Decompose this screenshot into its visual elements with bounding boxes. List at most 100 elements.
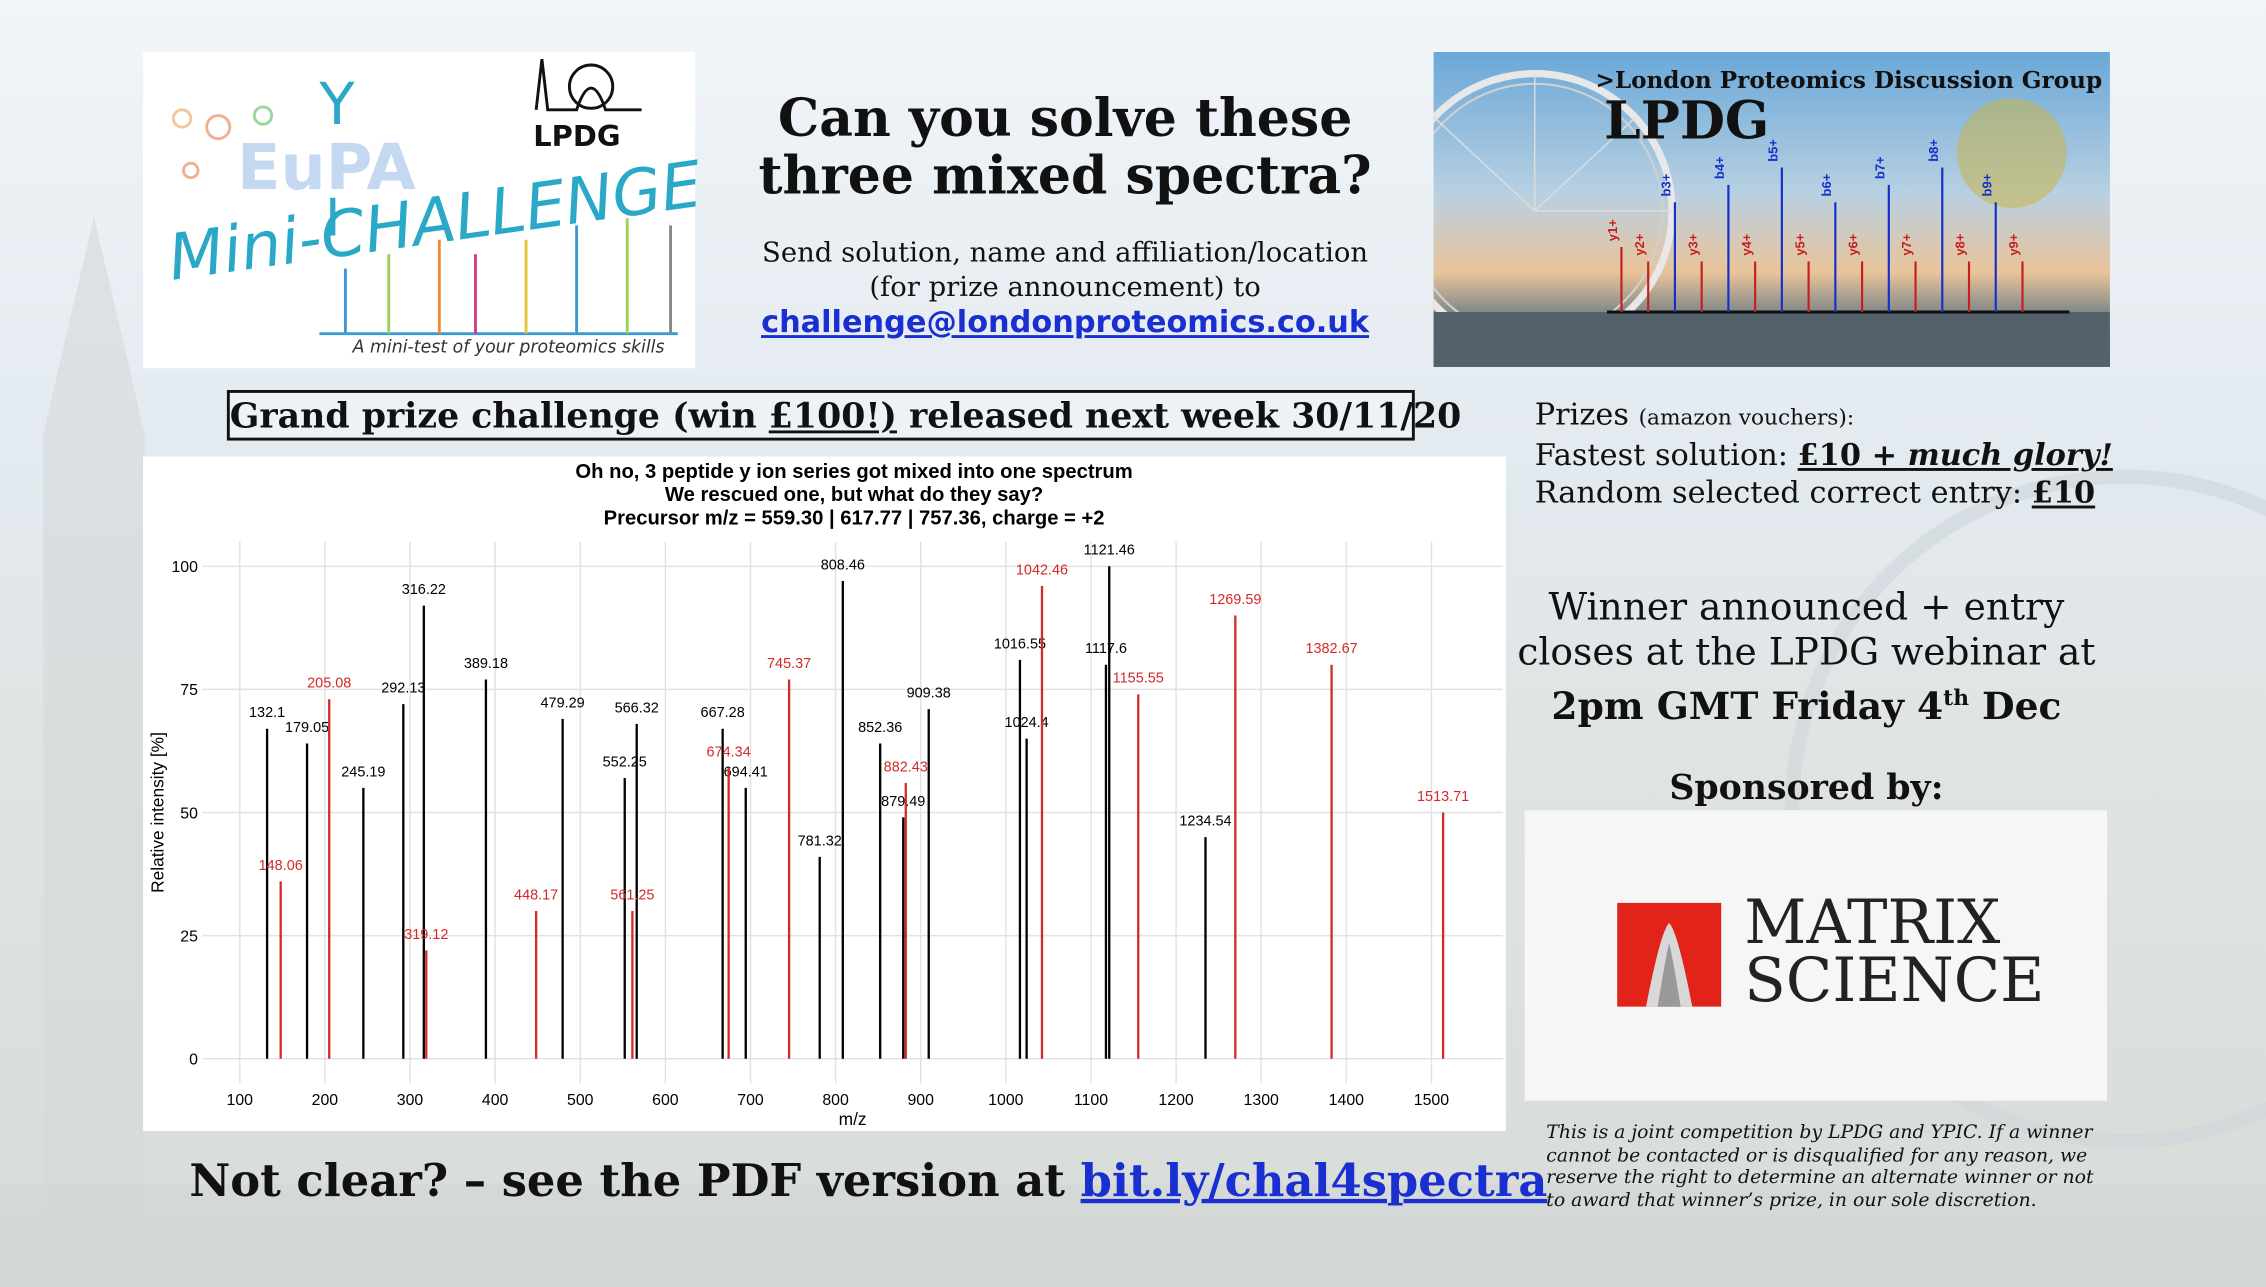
peak-label: 1382.67 bbox=[1305, 641, 1357, 657]
line: Winner announced + entry bbox=[1548, 586, 2065, 630]
lpdg-mark: LPDG bbox=[533, 118, 621, 154]
headline: Can you solve these three mixed spectra? bbox=[694, 90, 1437, 206]
x-tick-label: 1500 bbox=[1414, 1092, 1449, 1109]
ion-label: y2+ bbox=[1632, 233, 1647, 255]
y-tick-label: 75 bbox=[180, 682, 198, 699]
text: Not clear? – see the PDF version at bbox=[189, 1155, 1081, 1208]
glory: much glory! bbox=[1907, 436, 2113, 473]
sup: th bbox=[1943, 684, 1969, 711]
ion-label: y9+ bbox=[2006, 233, 2021, 255]
grand-prize: Grand prize challenge (win £100!) releas… bbox=[226, 389, 1461, 441]
text: 2pm GMT Friday 4 bbox=[1551, 685, 1944, 729]
peak-label: 1042.46 bbox=[1016, 562, 1068, 578]
chart-title: Oh no, 3 peptide y ion series got mixed … bbox=[575, 461, 1132, 483]
line: SCIENCE bbox=[1744, 944, 2045, 1016]
ion-label: y6+ bbox=[1846, 233, 1861, 255]
announcement: Winner announced + entry closes at the L… bbox=[1503, 586, 2110, 730]
x-tick-label: 900 bbox=[907, 1092, 934, 1109]
ion-label: y1+ bbox=[1605, 219, 1620, 241]
peak-label: 1121.46 bbox=[1084, 543, 1135, 559]
label: Random selected correct entry: bbox=[1534, 475, 2032, 510]
label: Prizes bbox=[1534, 397, 1629, 432]
line: MATRIX bbox=[1744, 886, 2001, 958]
x-tick-label: 700 bbox=[737, 1092, 764, 1109]
ion-label: b8+ bbox=[1926, 139, 1941, 162]
peak-label: 852.36 bbox=[858, 720, 902, 736]
peak-label: 781.32 bbox=[798, 833, 842, 849]
ion-label: y8+ bbox=[1953, 233, 1968, 255]
ion-label: b4+ bbox=[1712, 156, 1727, 179]
sponsor-heading: Sponsored by: bbox=[1669, 765, 1944, 808]
peak-label: 292.13 bbox=[381, 681, 425, 697]
peak-label: 667.28 bbox=[701, 705, 745, 721]
prizes-head: Prizes (amazon vouchers): bbox=[1535, 396, 2113, 436]
email-wrap: challenge@londonproteomics.co.uk bbox=[694, 305, 1437, 340]
x-tick-label: 600 bbox=[652, 1092, 679, 1109]
ypic-i: I bbox=[325, 189, 341, 249]
x-tick-label: 400 bbox=[482, 1092, 509, 1109]
peak-label: 148.06 bbox=[259, 858, 303, 874]
ion-label: y4+ bbox=[1739, 233, 1754, 255]
note: (amazon vouchers): bbox=[1638, 404, 1855, 431]
prize-line: Random selected correct entry: £10 bbox=[1535, 474, 2113, 512]
prize: £10 bbox=[2031, 473, 2096, 510]
x-axis-label: m/z bbox=[839, 1109, 867, 1129]
text: released next week 30/11/20 bbox=[896, 394, 1462, 437]
eupa: EuPA bbox=[237, 131, 416, 206]
peak-label: 179.05 bbox=[285, 720, 329, 736]
prize: £10 + bbox=[1797, 436, 1908, 473]
ion-label: y7+ bbox=[1899, 233, 1914, 255]
ion-label: y3+ bbox=[1685, 233, 1700, 255]
ion-label: b6+ bbox=[1819, 173, 1834, 196]
amount: £100!) bbox=[768, 394, 897, 437]
instruction-line: (for prize announcement) to bbox=[869, 271, 1261, 304]
banner-title: LPDG bbox=[1604, 90, 1770, 152]
peak-label: 561.25 bbox=[610, 887, 654, 903]
ypic-logo: Y EuPA I Mini-CHALLENGE A mini-test of y… bbox=[143, 51, 706, 369]
prize-line: Fastest solution: £10 + much glory! bbox=[1535, 436, 2113, 474]
email-link[interactable]: challenge@londonproteomics.co.uk bbox=[761, 304, 1370, 340]
peak-label: 909.38 bbox=[907, 686, 951, 702]
label: Fastest solution: bbox=[1534, 437, 1798, 473]
disclaimer-line: to award that winner’s prize, in our sol… bbox=[1546, 1189, 2037, 1212]
text: Grand prize challenge (win bbox=[229, 394, 769, 437]
sponsor-logo: MATRIX SCIENCE bbox=[1524, 810, 2108, 1101]
peak-label: 1117.6 bbox=[1085, 641, 1127, 657]
x-tick-label: 200 bbox=[312, 1092, 339, 1109]
chart-title: We rescued one, but what do they say? bbox=[665, 484, 1043, 506]
x-tick-label: 800 bbox=[822, 1092, 849, 1109]
peak-label: 245.19 bbox=[341, 764, 385, 780]
line: closes at the LPDG webinar at bbox=[1517, 631, 2096, 675]
x-tick-label: 300 bbox=[397, 1092, 424, 1109]
disclaimer-line: reserve the right to determine an altern… bbox=[1546, 1167, 2094, 1189]
x-tick-label: 1300 bbox=[1244, 1092, 1279, 1109]
headline-line: three mixed spectra? bbox=[758, 145, 1372, 207]
peak-label: 674.34 bbox=[707, 745, 751, 761]
banner: y1+ y2+ b3+ y3+ b4+ y4+ b5+ y5+ b6+ y6+ b7+ y7+ b8+ y… bbox=[1433, 51, 2110, 367]
x-tick-label: 1400 bbox=[1329, 1092, 1364, 1109]
peak-label: 1234.54 bbox=[1179, 814, 1231, 830]
instructions: Send solution, name and affiliation/loca… bbox=[694, 235, 1437, 304]
disclaimer: This is a joint competition by LPDG and … bbox=[1546, 1122, 2093, 1212]
pdf-link[interactable]: bit.ly/chal4spectra bbox=[1080, 1155, 1548, 1208]
peak-label: 389.18 bbox=[464, 656, 508, 672]
ion-label: b7+ bbox=[1872, 156, 1887, 179]
x-tick-label: 1100 bbox=[1074, 1092, 1108, 1109]
prizes: Prizes (amazon vouchers): Fastest soluti… bbox=[1535, 396, 2113, 512]
peak-label: 694.41 bbox=[724, 764, 768, 780]
line: 2pm GMT Friday 4th Dec bbox=[1503, 676, 2110, 730]
text: Dec bbox=[1968, 685, 2062, 729]
y-tick-label: 50 bbox=[180, 805, 198, 822]
y-tick-label: 25 bbox=[180, 928, 198, 945]
y-axis-label: Relative intensity [%] bbox=[147, 732, 167, 893]
peak-label: 1513.71 bbox=[1417, 789, 1469, 805]
peak-label: 205.08 bbox=[307, 676, 351, 692]
x-tick-label: 1000 bbox=[988, 1092, 1023, 1109]
logo-art bbox=[171, 59, 678, 336]
y-tick-label: 0 bbox=[189, 1051, 198, 1068]
peak-label: 448.17 bbox=[514, 887, 558, 903]
ion-label: b5+ bbox=[1766, 139, 1781, 162]
chart-title: Precursor m/z = 559.30 | 617.77 | 757.36… bbox=[604, 507, 1105, 529]
ion-label: b3+ bbox=[1659, 173, 1674, 196]
